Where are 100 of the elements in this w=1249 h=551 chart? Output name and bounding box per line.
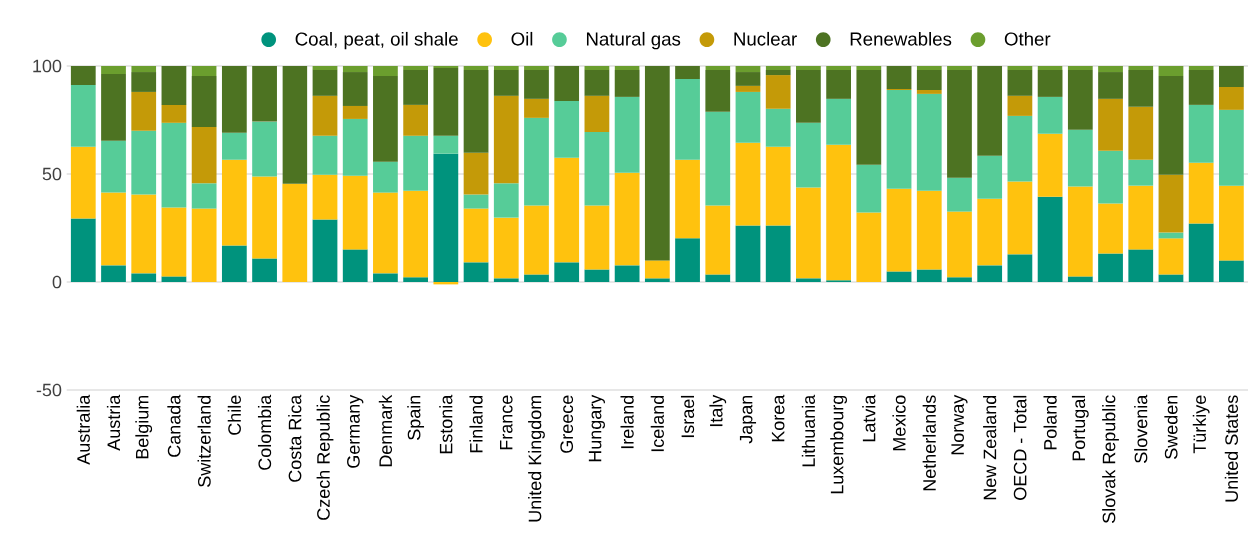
bar	[101, 140, 126, 193]
bar	[463, 208, 489, 263]
bar	[1158, 174, 1184, 233]
bar	[796, 69, 821, 123]
bar	[191, 183, 217, 209]
bar	[735, 66, 761, 73]
bar	[675, 66, 700, 79]
legend-label: Oil	[511, 31, 533, 46]
bar	[916, 89, 942, 94]
x-tick-label: Spain	[407, 395, 425, 440]
bar	[1007, 181, 1033, 255]
bar	[1007, 254, 1033, 282]
bar	[1037, 66, 1063, 70]
x-tick-label: Latvia	[862, 394, 876, 442]
bar	[554, 157, 580, 263]
bar	[312, 135, 338, 175]
bar	[463, 66, 489, 70]
y-tick-label: -50	[36, 383, 62, 397]
bar	[1098, 72, 1123, 99]
x-tick-label: Türkiye	[1192, 395, 1210, 454]
x-tick-label: Slovenia	[1134, 394, 1148, 463]
bar	[765, 108, 791, 147]
bar	[373, 75, 398, 162]
x-tick-label: Finland	[469, 395, 483, 453]
bar	[221, 245, 247, 282]
bar	[614, 96, 640, 173]
x-tick-label: Korea	[771, 394, 785, 442]
bar	[1128, 185, 1154, 250]
bar	[524, 69, 549, 99]
bar	[312, 219, 338, 282]
bar	[1188, 223, 1214, 282]
bar	[191, 126, 217, 184]
bar	[1219, 260, 1244, 282]
bar	[584, 66, 610, 70]
bar	[886, 271, 912, 282]
bar	[554, 66, 580, 101]
bar	[463, 262, 489, 282]
bar	[70, 218, 96, 282]
bar	[1037, 196, 1063, 282]
bar	[947, 69, 972, 178]
bar	[1219, 185, 1244, 261]
bar	[1128, 249, 1154, 282]
bar	[342, 249, 368, 282]
x-tick-label: New Zealand	[983, 395, 997, 500]
x-tick-label: Italy	[709, 394, 727, 427]
bar	[373, 66, 398, 76]
bar	[101, 192, 126, 266]
bar	[614, 265, 640, 282]
x-tick-label: Netherlands	[922, 395, 936, 491]
bar	[554, 262, 580, 282]
bar	[675, 159, 700, 239]
bar	[765, 75, 791, 109]
bar	[252, 121, 277, 177]
x-tick-label: France	[500, 395, 513, 450]
y-tick-label: 0	[52, 275, 62, 289]
bar	[252, 258, 277, 282]
bar	[191, 208, 217, 282]
bar	[584, 205, 610, 270]
bar	[947, 66, 972, 70]
bar	[856, 164, 882, 213]
bar	[403, 135, 429, 191]
bar	[947, 177, 972, 212]
bar	[1098, 253, 1123, 282]
x-tick-label: Australia	[76, 394, 90, 465]
bar	[161, 207, 187, 277]
bar	[705, 205, 731, 275]
legend-label: Natural gas	[586, 31, 681, 50]
bar	[493, 183, 519, 218]
bar	[342, 72, 368, 106]
x-tick-label: Denmark	[378, 394, 393, 467]
x-tick-label: Mexico	[892, 395, 906, 451]
bar	[1219, 66, 1244, 87]
bar	[70, 85, 96, 147]
bar	[1128, 106, 1154, 160]
bar	[916, 66, 942, 70]
bar	[131, 72, 157, 92]
bar	[1188, 69, 1214, 105]
bar	[493, 217, 519, 279]
bar	[191, 75, 217, 127]
bar	[342, 175, 368, 250]
bar	[463, 194, 489, 209]
bar	[735, 142, 761, 226]
x-tick-label: Israel	[680, 395, 695, 438]
bar	[705, 66, 731, 70]
bar	[101, 66, 126, 74]
bar	[221, 159, 247, 246]
x-tick-label: Slovak Republic	[1102, 395, 1119, 523]
legend-label: Renewables	[850, 31, 952, 46]
bar	[977, 198, 1003, 266]
bar	[524, 205, 549, 275]
bar	[1098, 66, 1123, 73]
bar	[1098, 150, 1123, 204]
bar	[705, 69, 731, 112]
bar	[312, 69, 338, 96]
x-tick-label: Germany	[347, 394, 364, 468]
bar	[916, 190, 942, 270]
x-tick-label: Canada	[167, 394, 181, 457]
bar	[1067, 276, 1093, 282]
bar	[433, 135, 459, 154]
bar	[826, 98, 852, 145]
